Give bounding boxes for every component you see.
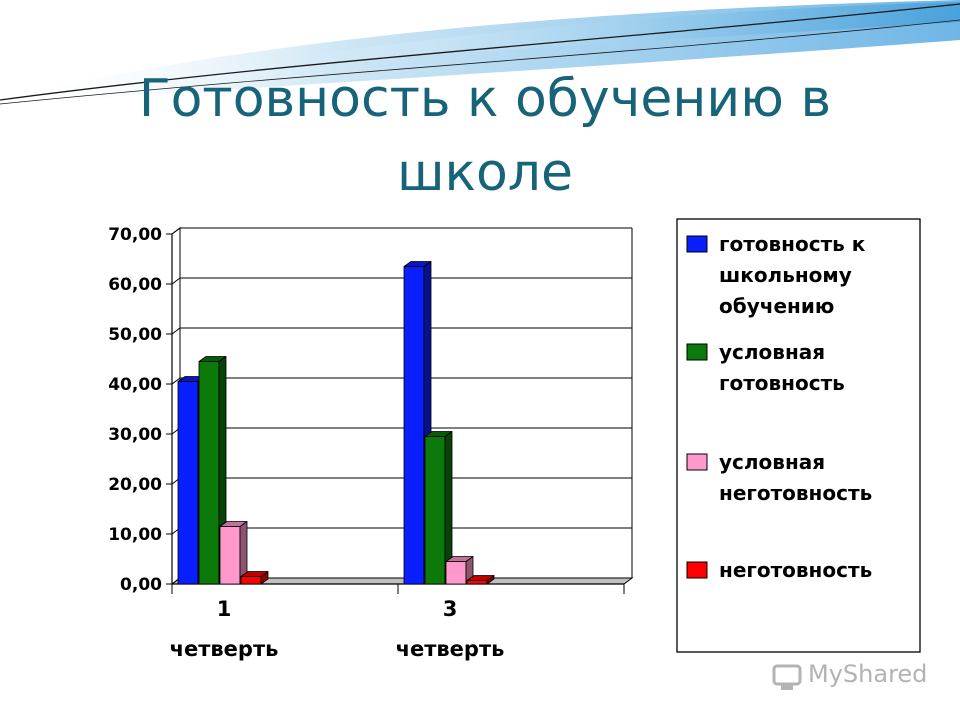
legend-box [676, 218, 921, 653]
watermark-text: MyShared [808, 660, 928, 688]
bar-face [445, 561, 467, 585]
gridline-side [171, 377, 181, 385]
bar-face [403, 266, 425, 585]
legend-swatch [686, 235, 708, 253]
gridline-side [171, 277, 181, 285]
y-tick-label: 0,00 [120, 575, 162, 595]
legend-swatch [686, 453, 708, 471]
y-tick-label: 70,00 [108, 225, 162, 245]
legend-label: готовность к школьному обучению [719, 232, 866, 318]
y-tick-label: 40,00 [108, 375, 162, 395]
bar-face [198, 356, 227, 362]
chart-plot: 0,00 10,00 20,00 30,00 40,00 50,00 60,00 70,00 1… [108, 225, 872, 661]
bar-face [445, 556, 474, 562]
y-tick-label: 50,00 [108, 325, 162, 345]
y-tick-label: 60,00 [108, 275, 162, 295]
x-category-number: 3 [443, 597, 458, 621]
bar-face [240, 571, 269, 577]
bar-face [240, 576, 262, 585]
gridline-side [171, 227, 181, 235]
y-tick-label: 30,00 [108, 425, 162, 445]
bar [240, 571, 269, 585]
bar-face [466, 580, 488, 585]
legend-swatch [686, 561, 708, 579]
bar-face [403, 261, 432, 267]
bar [466, 575, 495, 585]
bar-face [219, 526, 241, 585]
page-title: Готовность к обучению в школе [138, 69, 832, 203]
legend-label: условная неготовность [719, 450, 872, 505]
legend-swatch [686, 343, 708, 361]
bar-face [177, 381, 199, 585]
watermark-logo-icon [772, 664, 802, 690]
legend-label: условная готовность [719, 340, 845, 395]
bar-face [424, 431, 453, 437]
bar-face [198, 361, 220, 585]
bar [219, 521, 248, 585]
watermark: MyShared [770, 656, 940, 696]
legend-label: неготовность [719, 558, 872, 582]
gridline-side [171, 327, 181, 335]
x-category-unit: четверть [396, 637, 505, 661]
bar-face [219, 521, 248, 527]
y-tick-label: 10,00 [108, 525, 162, 545]
bar-face [424, 436, 446, 585]
y-tick-label: 20,00 [108, 475, 162, 495]
x-category-unit: четверть [170, 637, 279, 661]
x-category-number: 1 [217, 597, 232, 621]
bar-face [466, 575, 495, 581]
